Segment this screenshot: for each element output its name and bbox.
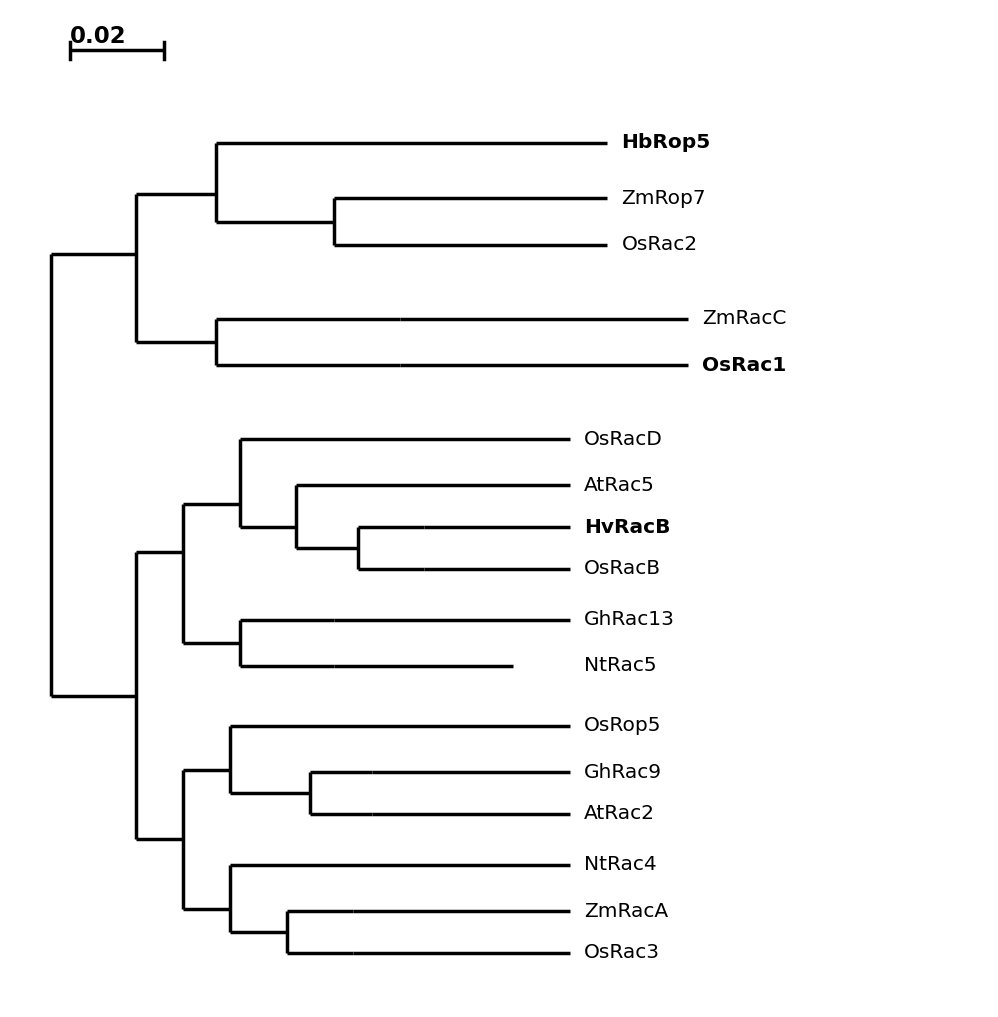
Text: OsRac1: OsRac1 [702, 356, 785, 374]
Text: GhRac13: GhRac13 [584, 610, 675, 630]
Text: NtRac5: NtRac5 [584, 656, 657, 675]
Text: AtRac5: AtRac5 [584, 476, 655, 495]
Text: HbRop5: HbRop5 [622, 133, 711, 153]
Text: ZmRacA: ZmRacA [584, 901, 668, 920]
Text: NtRac4: NtRac4 [584, 855, 657, 875]
Text: 0.02: 0.02 [70, 25, 127, 48]
Text: GhRac9: GhRac9 [584, 763, 662, 782]
Text: OsRacB: OsRacB [584, 559, 661, 578]
Text: OsRacD: OsRacD [584, 429, 663, 448]
Text: ZmRacC: ZmRacC [702, 309, 786, 328]
Text: OsRac3: OsRac3 [584, 943, 660, 962]
Text: ZmRop7: ZmRop7 [622, 189, 707, 208]
Text: OsRac2: OsRac2 [622, 235, 698, 254]
Text: HvRacB: HvRacB [584, 518, 671, 537]
Text: AtRac2: AtRac2 [584, 804, 655, 824]
Text: OsRop5: OsRop5 [584, 716, 662, 735]
